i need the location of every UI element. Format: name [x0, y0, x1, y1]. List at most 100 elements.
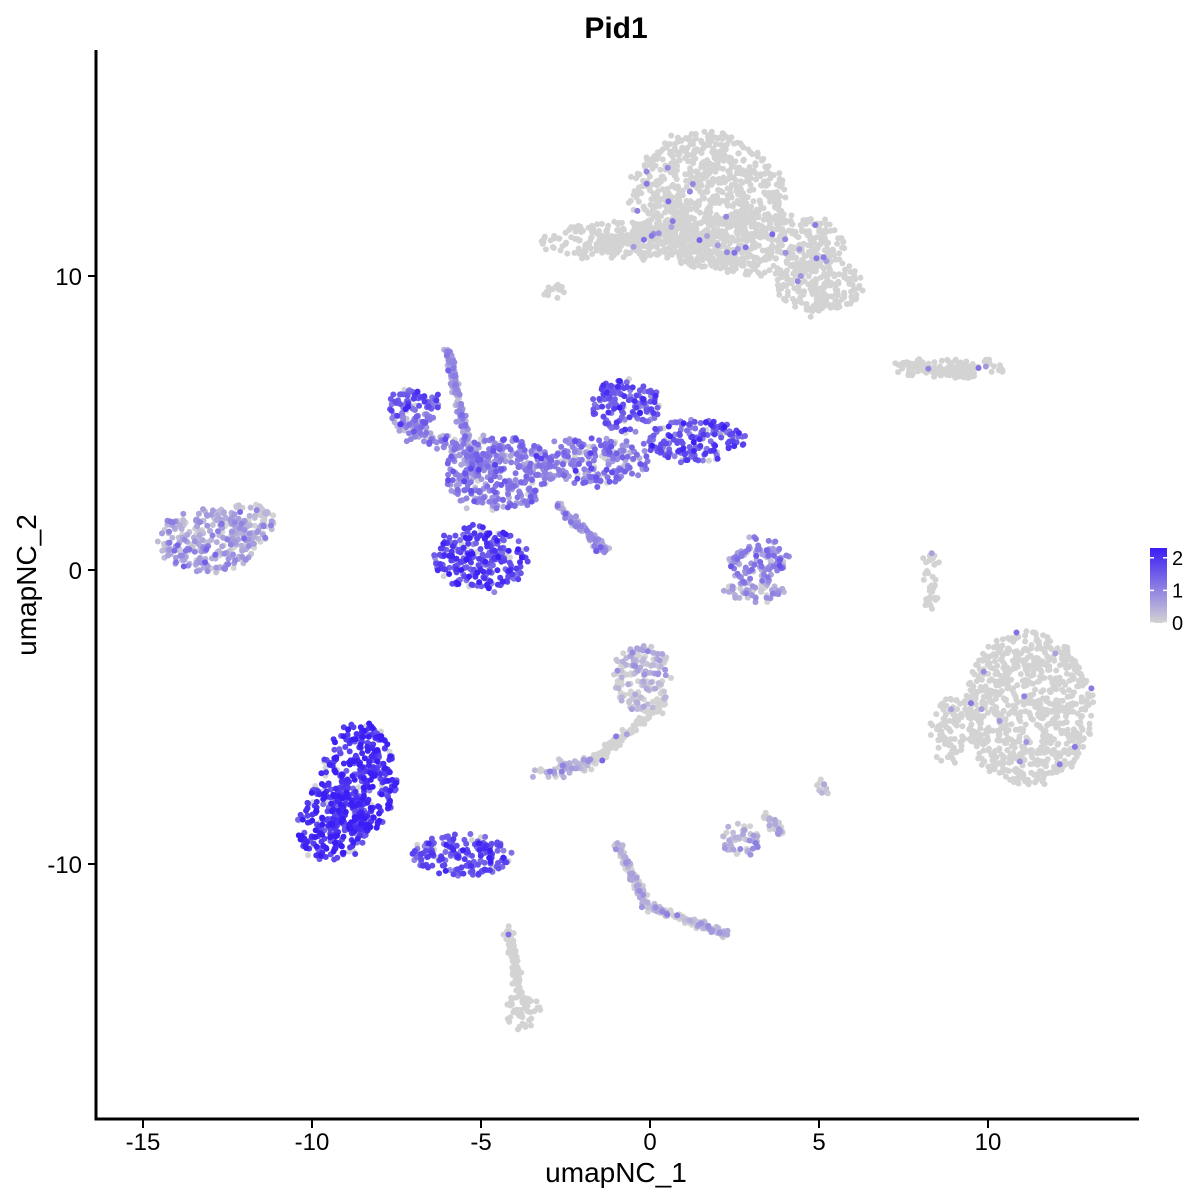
cell-point [823, 295, 830, 302]
cell-point [1064, 702, 1071, 709]
cell-point [204, 568, 211, 575]
cell-point [615, 685, 622, 692]
cell-point [941, 370, 948, 377]
cell-point [630, 228, 636, 235]
cell-point [1078, 694, 1085, 701]
cell-point [774, 265, 781, 272]
cell-point [747, 851, 754, 858]
cell-point [931, 359, 938, 366]
cell-point [676, 137, 683, 143]
cell-point [668, 224, 675, 230]
cell-point [658, 213, 664, 220]
cell-point [699, 145, 706, 152]
cell-point [708, 137, 715, 144]
cell-point [1070, 759, 1077, 766]
cell-point [755, 242, 762, 249]
cell-point [967, 725, 974, 732]
cell-point [614, 658, 621, 665]
cell-point [807, 313, 814, 320]
cell-point [589, 251, 596, 257]
cell-point [654, 671, 661, 678]
cell-point [802, 252, 809, 259]
cell-point [700, 251, 707, 258]
cell-point [619, 658, 626, 665]
cell-point [763, 164, 770, 171]
cell-point [710, 248, 717, 255]
cell-point [775, 242, 782, 249]
cell-point [252, 512, 259, 519]
cell-point [808, 234, 815, 241]
cell-point [1047, 638, 1054, 645]
cell-point [1073, 753, 1080, 760]
cell-point [999, 636, 1006, 643]
cell-point [980, 668, 987, 675]
cell-point [716, 134, 723, 141]
cell-point [734, 197, 741, 204]
cell-point [766, 267, 773, 274]
cell-point [962, 372, 969, 379]
cell-point [515, 1026, 521, 1033]
cell-point [757, 257, 764, 264]
cell-point [305, 852, 311, 859]
cell-point [1062, 681, 1069, 688]
cell-point [736, 164, 743, 171]
cell-point [1051, 768, 1058, 775]
cell-point [746, 260, 752, 267]
cell-point [434, 445, 440, 452]
cell-point [1008, 709, 1015, 716]
cell-point [656, 238, 663, 245]
cell-point [1050, 677, 1057, 684]
cell-point [607, 241, 614, 248]
cell-point [806, 281, 812, 288]
cell-point [732, 257, 738, 264]
cell-point [842, 266, 849, 273]
cell-point [512, 949, 519, 956]
cell-point [822, 238, 829, 245]
cell-point [730, 216, 737, 223]
cell-point [639, 658, 646, 665]
cell-point [1008, 635, 1015, 642]
cell-point [805, 273, 812, 280]
cell-point [457, 497, 464, 504]
cell-point [1034, 645, 1041, 652]
cell-point [708, 132, 715, 139]
cell-point [568, 234, 575, 241]
cell-point [1063, 719, 1070, 726]
cell-point [734, 820, 741, 827]
cell-point [667, 169, 674, 176]
cell-point [991, 751, 998, 758]
cell-point [728, 261, 735, 268]
cell-point [677, 257, 684, 264]
cell-point [812, 268, 819, 275]
cell-point [1016, 733, 1023, 740]
cell-point [586, 443, 593, 450]
cell-point [816, 226, 823, 232]
cell-point [776, 175, 783, 182]
cell-point [739, 236, 746, 243]
cell-point [736, 220, 743, 227]
cell-point [730, 829, 737, 836]
cell-point [713, 192, 720, 199]
cell-point [1032, 699, 1039, 705]
cell-point [1055, 740, 1062, 747]
cell-point [1039, 738, 1046, 745]
cell-point [1007, 752, 1014, 759]
cell-point [841, 274, 848, 281]
cell-point [802, 228, 808, 235]
cell-point [827, 279, 834, 286]
cell-point [154, 538, 161, 545]
cell-point [754, 261, 761, 268]
cell-point [672, 248, 679, 255]
cell-point [752, 160, 759, 167]
cell-point [753, 176, 759, 183]
cell-point [998, 366, 1005, 373]
cell-point [506, 1018, 513, 1025]
cell-point [720, 145, 727, 151]
cell-point [630, 243, 637, 250]
cell-point [780, 296, 787, 302]
cell-point [523, 1006, 530, 1013]
cell-point [927, 732, 934, 738]
cell-point [456, 391, 463, 398]
cell-point [686, 917, 693, 924]
